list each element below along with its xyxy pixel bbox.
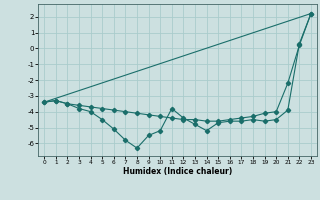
X-axis label: Humidex (Indice chaleur): Humidex (Indice chaleur) — [123, 167, 232, 176]
